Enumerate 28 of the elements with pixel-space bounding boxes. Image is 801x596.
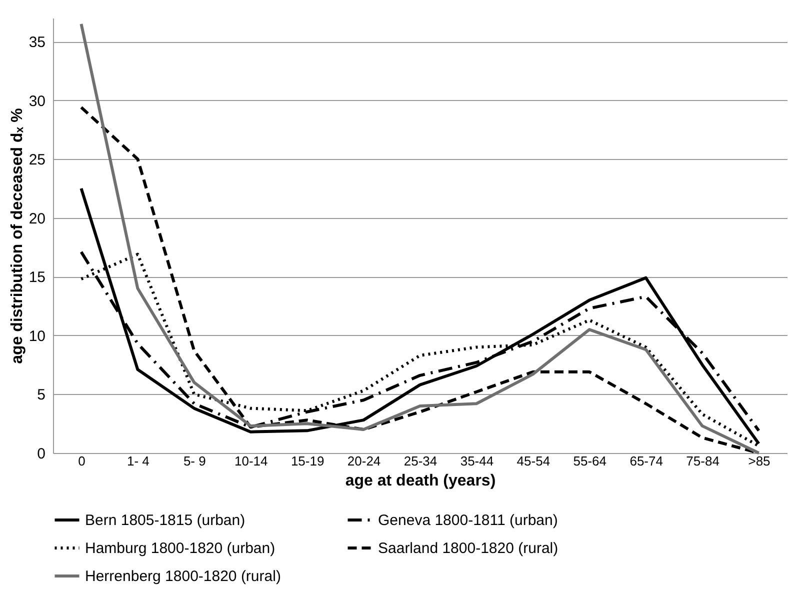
x-tick-label: 20-24 — [347, 454, 381, 468]
y-axis-title: age distribution of deceased dₓ % — [8, 108, 26, 364]
x-tick-label: 75-84 — [686, 454, 720, 468]
x-tick-label: 45-54 — [516, 454, 550, 468]
x-tick-label: 25-34 — [404, 454, 438, 468]
x-tick-label: 5- 9 — [183, 454, 206, 468]
legend-label: Bern 1805-1815 (urban) — [85, 512, 246, 529]
x-tick-label: 55-64 — [573, 454, 607, 468]
x-tick-label: 15-19 — [290, 454, 324, 468]
x-tick-label: 1- 4 — [126, 454, 150, 468]
legend-label: Herrenberg 1800-1820 (rural) — [85, 568, 281, 585]
y-tick-label: 25 — [28, 152, 46, 169]
y-tick-label: 10 — [28, 328, 46, 345]
y-tick-label: 15 — [28, 269, 46, 286]
y-tick-label: 35 — [28, 34, 46, 52]
y-tick-label: 30 — [28, 92, 46, 110]
legend-label: Saarland 1800-1820 (rural) — [378, 540, 558, 557]
x-tick-label: >85 — [748, 454, 770, 468]
x-tick-label: 65-74 — [630, 454, 663, 468]
y-tick-label: 5 — [37, 386, 46, 404]
line-series — [80, 22, 760, 454]
x-axis-title: age at death (years) — [345, 472, 496, 490]
x-tick-label: 10-14 — [234, 454, 268, 468]
x-tick-label: 0 — [78, 454, 86, 468]
legend-label: Geneva 1800-1811 (urban) — [378, 512, 558, 529]
y-tick-label: 20 — [28, 210, 46, 228]
x-tick-label: 35-44 — [460, 454, 494, 468]
legend-label: Hamburg 1800-1820 (urban) — [85, 540, 276, 557]
